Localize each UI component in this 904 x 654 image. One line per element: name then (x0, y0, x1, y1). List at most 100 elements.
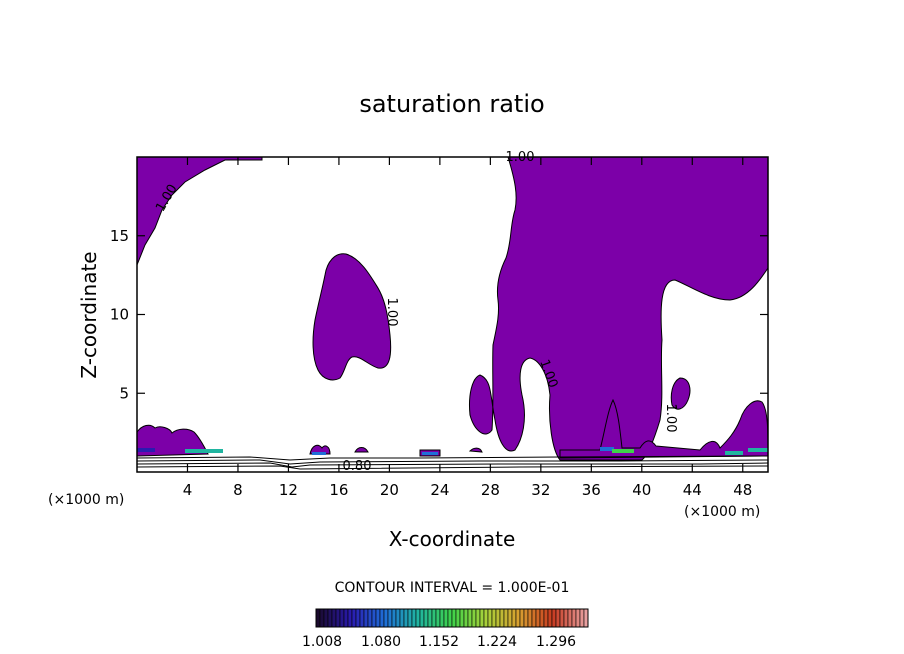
colorbar-swatch (315, 608, 321, 628)
x-unit-right: (×1000 m) (684, 504, 760, 520)
colorbar-swatch (515, 608, 521, 628)
colorbar-swatch (547, 608, 553, 628)
colorbar-swatch (551, 608, 557, 628)
colorbar-swatch (567, 608, 573, 628)
x-tick-label: 36 (582, 481, 601, 499)
colorbar-swatch (463, 608, 469, 628)
colorbar-swatch (499, 608, 505, 628)
colorbar-swatch (383, 608, 389, 628)
plot-area: 1.00 1.00 1.00 1.00 1.00 0.80 (136, 150, 769, 474)
colorbar-swatch (511, 608, 517, 628)
colorbar-swatch (563, 608, 569, 628)
x-tick-label: 40 (632, 481, 651, 499)
x-tick-label: 12 (279, 481, 298, 499)
bl-patch-5 (468, 447, 483, 453)
colorbar-swatch (543, 608, 549, 628)
colorbar-tick-label: 1.152 (419, 634, 459, 650)
y-axis-title: Z-coordinate (77, 251, 101, 378)
colorbar-swatch (439, 608, 445, 628)
contour-line-2 (136, 459, 769, 465)
x-tick-label: 20 (380, 481, 399, 499)
colorbar-swatch (347, 608, 353, 628)
region-main-column (469, 156, 769, 461)
colorbar-swatch (527, 608, 533, 628)
colorbar-tick-label: 1.080 (361, 634, 401, 650)
hv-right-green (612, 449, 634, 453)
colorbar-swatch (343, 608, 349, 628)
colorbar-swatch (371, 608, 377, 628)
colorbar-swatch (447, 608, 453, 628)
contour-label-mid-cloud: 1.00 (384, 298, 399, 327)
hv-mid-blue-1 (312, 452, 326, 455)
colorbar-swatch (351, 608, 357, 628)
colorbar-swatch (583, 608, 589, 628)
colorbar-swatch (531, 608, 537, 628)
colorbar-swatch (467, 608, 473, 628)
bl-patch-3 (354, 447, 369, 453)
colorbar-swatch (539, 608, 545, 628)
colorbar-swatch (575, 608, 581, 628)
x-tick-label: 16 (329, 481, 348, 499)
x-tick-label: 44 (683, 481, 702, 499)
colorbar-swatch (471, 608, 477, 628)
colorbar-swatch (375, 608, 381, 628)
region-top-left (136, 156, 263, 266)
region-mid-cloud (312, 253, 392, 381)
colorbar-swatch (435, 608, 441, 628)
colorbar-swatch (387, 608, 393, 628)
colorbar-swatch (395, 608, 401, 628)
y-tick-label: 15 (110, 227, 129, 245)
colorbar-frame (315, 608, 589, 628)
bl-patch-right (559, 398, 769, 459)
colorbar-swatch (443, 608, 449, 628)
x-tick-label: 8 (233, 481, 243, 499)
colorbar-swatch (363, 608, 369, 628)
contour-line-4 (136, 465, 769, 470)
contour-interval-text: CONTOUR INTERVAL = 1.000E-01 (335, 580, 570, 596)
y-tick-label: 10 (110, 306, 129, 324)
x-axis-ticks: 4 8 12 16 20 24 28 32 36 40 44 48 (183, 157, 752, 499)
colorbar-swatch (367, 608, 373, 628)
colorbar-swatch (423, 608, 429, 628)
colorbar-swatch (495, 608, 501, 628)
colorbar-swatch (559, 608, 565, 628)
hv-mid-blue-2 (422, 452, 438, 455)
contour-label-right: 1.00 (663, 404, 678, 433)
region-right-lobe (670, 377, 691, 410)
colorbar-swatch (523, 608, 529, 628)
colorbar-swatch (419, 608, 425, 628)
chart-title: saturation ratio (359, 90, 544, 118)
x-axis-title: X-coordinate (389, 527, 516, 551)
colorbar-swatch (519, 608, 525, 628)
colorbar-swatch (535, 608, 541, 628)
hv-right-blue (600, 447, 614, 451)
bl-patch-2 (309, 444, 331, 455)
colorbar-swatch (455, 608, 461, 628)
colorbar-swatch (327, 608, 333, 628)
colorbar-swatch (503, 608, 509, 628)
colorbar-swatch (459, 608, 465, 628)
x-tick-label: 28 (481, 481, 500, 499)
colorbar-swatch (491, 608, 497, 628)
hv-left-green (185, 449, 223, 453)
saturated-regions (136, 156, 769, 461)
colorbar-swatch (355, 608, 361, 628)
colorbar-swatch (579, 608, 585, 628)
colorbar-swatch (379, 608, 385, 628)
colorbar-labels: 1.008 1.080 1.152 1.224 1.296 (302, 634, 576, 650)
colorbar-tick-label: 1.224 (477, 634, 517, 650)
colorbar-swatch (319, 608, 325, 628)
hv-left-blue (137, 448, 155, 452)
colorbar-swatch (451, 608, 457, 628)
colorbar-swatch (571, 608, 577, 628)
contour-line-1 (136, 455, 769, 461)
colorbar-swatch (507, 608, 513, 628)
x-tick-label: 4 (183, 481, 193, 499)
colorbar-swatch (407, 608, 413, 628)
colorbar-tick-label: 1.008 (302, 634, 342, 650)
y-tick-label: 5 (119, 384, 129, 402)
contour-label-surface: 0.80 (343, 459, 372, 474)
colorbar-swatch (415, 608, 421, 628)
x-tick-label: 48 (733, 481, 752, 499)
